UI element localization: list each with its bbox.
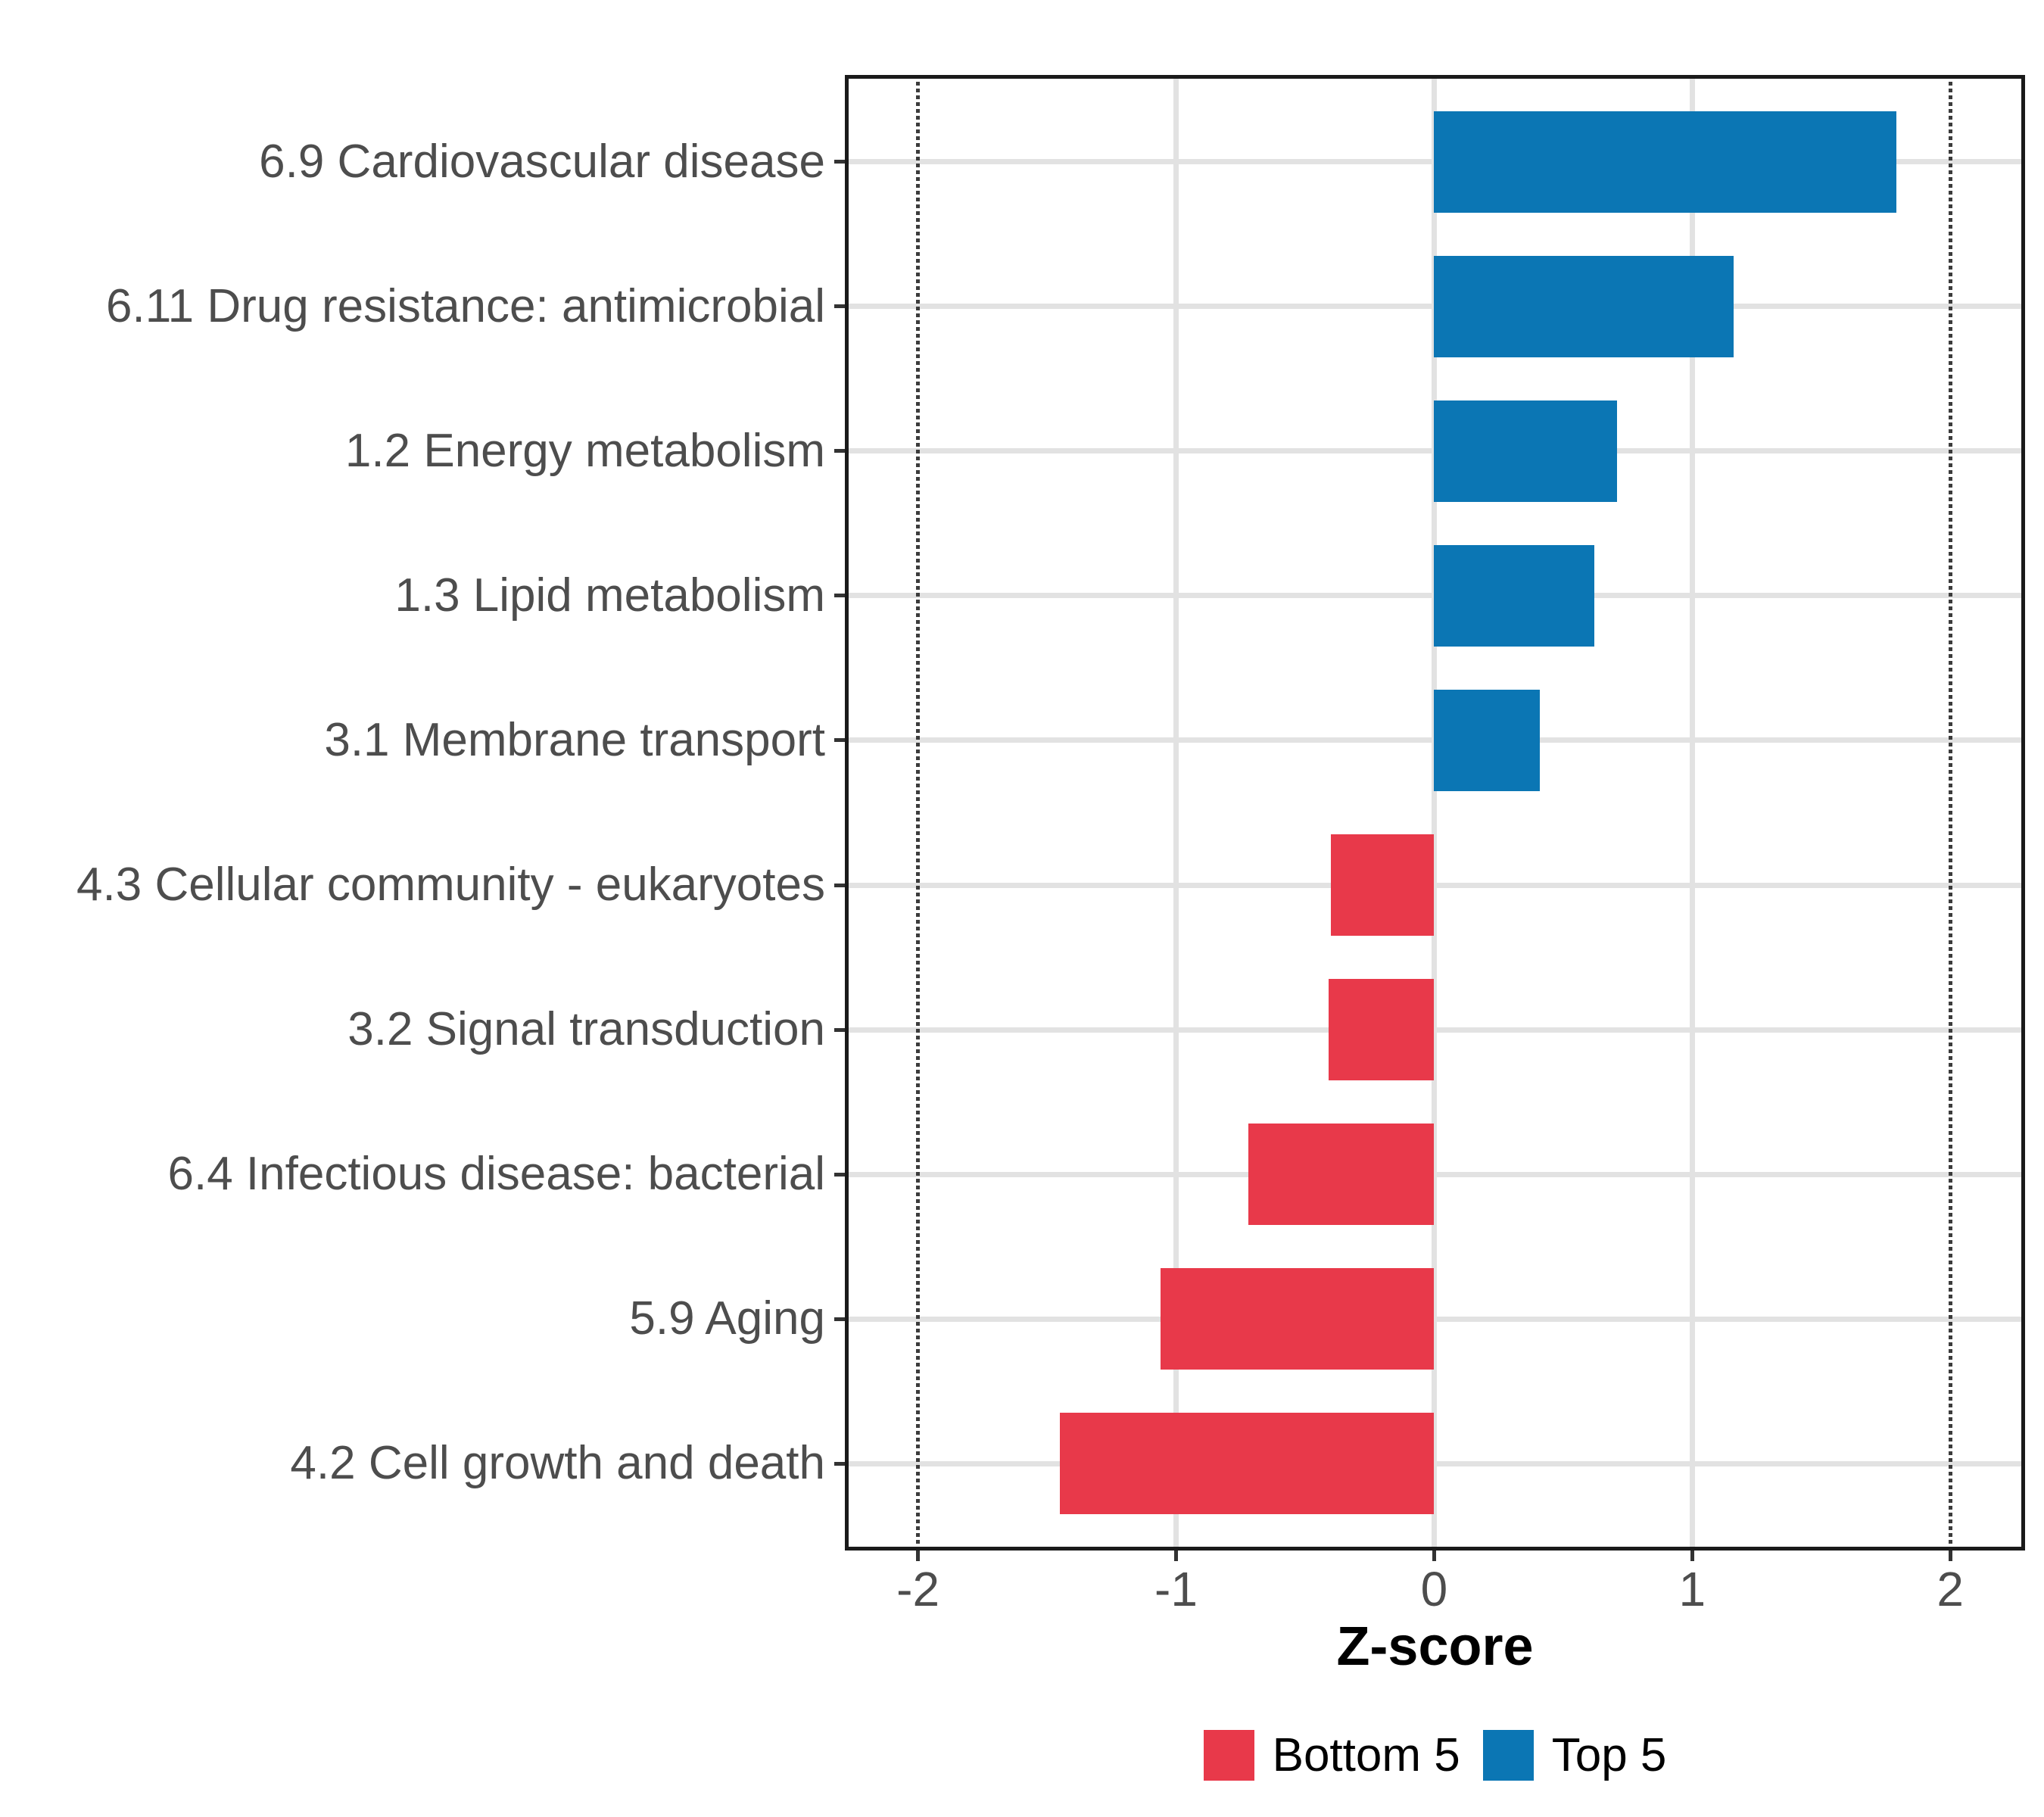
x-tick-mark bbox=[1174, 1551, 1178, 1561]
legend-swatch bbox=[1203, 1729, 1254, 1781]
x-tick-mark bbox=[916, 1551, 921, 1561]
y-tick-label: 4.2 Cell growth and death bbox=[290, 1437, 825, 1490]
bar bbox=[1434, 544, 1594, 647]
y-tick-label: 5.9 Aging bbox=[629, 1292, 825, 1345]
bar bbox=[1060, 1413, 1435, 1515]
bar bbox=[1434, 689, 1541, 791]
x-tick-mark bbox=[1432, 1551, 1436, 1561]
bar bbox=[1331, 834, 1435, 936]
vertical-gridline bbox=[1173, 75, 1179, 1551]
legend-item: Bottom 5 bbox=[1203, 1728, 1460, 1782]
legend-label: Bottom 5 bbox=[1272, 1728, 1460, 1781]
y-tick-label: 1.2 Energy metabolism bbox=[344, 424, 825, 477]
bar bbox=[1248, 1124, 1435, 1226]
legend-swatch bbox=[1482, 1729, 1534, 1781]
legend: Bottom 5 Top 5 bbox=[845, 1726, 2025, 1784]
y-tick-label: 6.4 Infectious disease: bacterial bbox=[167, 1148, 825, 1201]
y-tick-mark bbox=[834, 594, 845, 598]
bar bbox=[1434, 255, 1734, 357]
plot-panel bbox=[845, 75, 2025, 1551]
y-tick-label: 1.3 Lipid metabolism bbox=[394, 569, 825, 622]
legend-item: Top 5 bbox=[1482, 1728, 1667, 1782]
reference-line-dotted bbox=[1948, 75, 1952, 1551]
y-tick-label: 6.11 Drug resistance: antimicrobial bbox=[106, 279, 825, 332]
y-tick-label: 4.3 Cellular community - eukaryotes bbox=[76, 859, 825, 911]
x-tick-label: -2 bbox=[896, 1562, 940, 1616]
x-tick-label: -1 bbox=[1154, 1562, 1198, 1616]
y-tick-mark bbox=[834, 449, 845, 453]
x-tick-mark bbox=[1690, 1551, 1694, 1561]
y-tick-mark bbox=[834, 883, 845, 887]
x-axis-title: Z-score bbox=[1336, 1616, 1534, 1677]
y-tick-mark bbox=[834, 304, 845, 309]
y-tick-mark bbox=[834, 1172, 845, 1177]
bar bbox=[1434, 400, 1618, 502]
vertical-gridline bbox=[1431, 75, 1437, 1551]
bar bbox=[1328, 979, 1435, 1081]
x-tick-label: 1 bbox=[1678, 1562, 1706, 1616]
x-tick-mark bbox=[1948, 1551, 1952, 1561]
y-tick-label: 3.2 Signal transduction bbox=[347, 1003, 825, 1056]
y-tick-mark bbox=[834, 1317, 845, 1321]
x-tick-label: 2 bbox=[1937, 1562, 1964, 1616]
reference-line-dotted bbox=[916, 75, 921, 1551]
y-tick-mark bbox=[834, 1461, 845, 1466]
y-tick-label: 6.9 Cardiovascular disease bbox=[259, 135, 825, 188]
y-tick-mark bbox=[834, 1027, 845, 1032]
y-tick-label: 3.1 Membrane transport bbox=[324, 713, 825, 766]
x-tick-label: 0 bbox=[1420, 1562, 1448, 1616]
bar bbox=[1161, 1268, 1435, 1370]
y-tick-mark bbox=[834, 160, 845, 164]
bar bbox=[1434, 111, 1896, 213]
legend-label: Top 5 bbox=[1551, 1728, 1667, 1781]
vertical-gridline bbox=[1689, 75, 1695, 1551]
y-tick-mark bbox=[834, 738, 845, 743]
